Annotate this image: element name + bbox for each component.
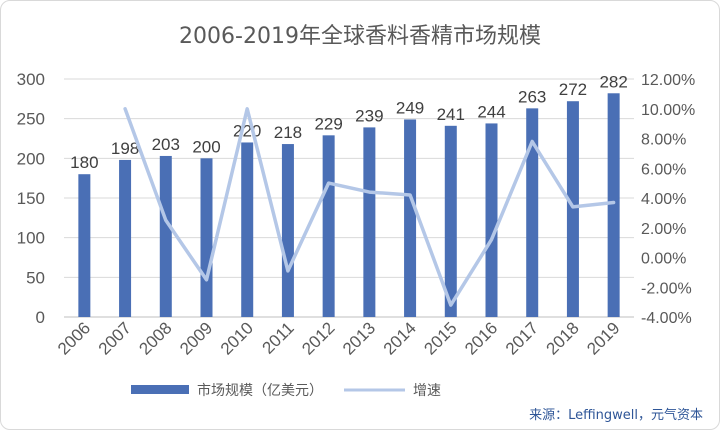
bar-data-label: 239 [355, 106, 383, 125]
bar [119, 159, 132, 317]
x-tick-label: 2009 [176, 318, 216, 358]
bar [566, 101, 579, 317]
left-tick-label: 200 [17, 149, 45, 168]
gridlines [64, 78, 634, 318]
x-tick-label: 2007 [95, 318, 135, 358]
bar-data-label: 198 [111, 139, 139, 158]
bar [363, 127, 376, 317]
right-tick-label: -4.00% [641, 310, 692, 327]
bar [281, 144, 294, 317]
bar [404, 119, 417, 318]
right-tick-label: 2.00% [641, 221, 686, 238]
right-tick-label: 6.00% [641, 161, 686, 178]
left-tick-label: 0 [36, 308, 45, 327]
bar-data-label: 272 [559, 80, 587, 99]
left-tick-label: 100 [17, 229, 45, 248]
bar-data-label: 241 [437, 105, 465, 124]
source-note: 来源：Leffingwell，元气资本 [529, 407, 703, 423]
bar-data-label: 229 [314, 114, 342, 133]
bar-data-label: 249 [396, 98, 424, 117]
x-tick-label: 2014 [380, 318, 420, 358]
legend-label-line: 增速 [413, 383, 441, 399]
x-tick-label: 2012 [298, 318, 338, 358]
right-tick-label: 0.00% [641, 251, 686, 268]
left-tick-label: 150 [17, 189, 45, 208]
bar-data-label: 263 [518, 87, 546, 106]
legend-label-bar: 市场规模（亿美元） [197, 382, 323, 399]
left-tick-label: 50 [26, 268, 45, 287]
x-tick-label: 2008 [135, 318, 175, 358]
bar [444, 125, 457, 317]
bar [322, 135, 335, 317]
bar [159, 155, 172, 317]
right-tick-label: 8.00% [641, 132, 686, 149]
x-tick-label: 2011 [258, 318, 297, 357]
bar-data-label: 203 [152, 135, 180, 154]
bar-data-label: 220 [233, 121, 261, 140]
bar [200, 158, 213, 317]
legend-swatch-bar [131, 385, 189, 394]
bar-data-label: 282 [599, 72, 627, 91]
right-axis-ticks: -4.00% -2.00% 0.00% 2.00% 4.00% 6.00% 8.00% 10.… [641, 72, 695, 327]
x-tick-label: 2006 [54, 318, 94, 358]
bar [78, 174, 91, 317]
left-tick-label: 250 [17, 110, 45, 129]
x-tick-label: 2019 [583, 318, 623, 358]
left-axis-ticks: 0 50 100 150 200 250 300 [17, 70, 45, 327]
chart-title: 2006-2019年全球香料香精市场规模 [179, 24, 541, 49]
right-tick-label: -2.00% [641, 280, 692, 297]
bar [526, 108, 539, 317]
right-tick-label: 4.00% [641, 191, 686, 208]
bar-data-label: 200 [192, 137, 220, 156]
growth-line-series [123, 107, 616, 307]
bar-series [78, 93, 620, 318]
x-tick-label: 2017 [502, 318, 542, 358]
right-tick-label: 10.00% [641, 102, 695, 119]
bar-data-label: 244 [477, 102, 505, 121]
bar [607, 93, 620, 317]
legend: 市场规模（亿美元） 增速 [131, 382, 441, 399]
bar-data-labels: 180 198 203 200 220 218 229 239 249 241 244 263 272 2… [70, 72, 628, 172]
right-tick-label: 12.00% [641, 72, 695, 89]
bar-data-label: 180 [70, 153, 98, 172]
x-tick-label: 2013 [339, 318, 379, 358]
bar [485, 123, 498, 317]
x-tick-label: 2018 [543, 318, 583, 358]
left-tick-label: 300 [17, 70, 45, 89]
growth-line [123, 107, 616, 307]
x-axis-ticks: 2006 2007 2008 2009 2010 2011 2012 2013 2014 2015… [54, 318, 623, 358]
x-tick-label: 2010 [217, 318, 257, 358]
bar-data-label: 218 [274, 123, 302, 142]
x-tick-label: 2016 [461, 318, 501, 358]
bar [241, 142, 254, 317]
x-tick-label: 2015 [420, 318, 460, 358]
